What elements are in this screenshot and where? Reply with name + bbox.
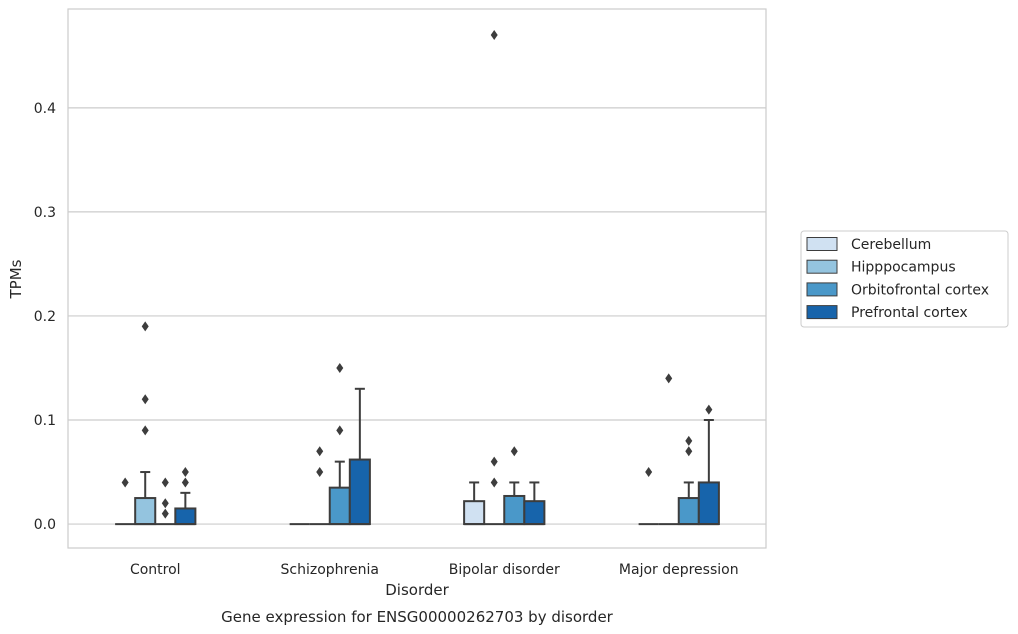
box-hipppocampus bbox=[309, 446, 330, 526]
outlier-point bbox=[336, 362, 344, 373]
y-tick-label: 0.0 bbox=[34, 517, 56, 533]
outlier-point bbox=[161, 477, 169, 488]
legend-swatch bbox=[806, 282, 838, 297]
box-orbitofrontal-cortex bbox=[328, 362, 351, 526]
outlier-point bbox=[141, 425, 149, 436]
box-body bbox=[503, 494, 526, 526]
box-hipppocampus bbox=[484, 30, 505, 526]
legend: Cerebellum Hipppocampus Orbitofrontal cort… bbox=[800, 230, 1009, 328]
legend-swatch bbox=[806, 237, 838, 251]
outlier-point bbox=[490, 456, 498, 467]
outlier-point bbox=[336, 425, 344, 436]
y-tick-label: 0.2 bbox=[34, 309, 56, 325]
y-tick-label: 0.1 bbox=[34, 413, 56, 429]
outlier-point bbox=[161, 508, 169, 519]
outlier-point bbox=[121, 477, 129, 488]
box-hipppocampus bbox=[134, 321, 157, 526]
outlier-point bbox=[510, 446, 518, 457]
outlier-point bbox=[490, 477, 498, 488]
box-prefrontal-cortex bbox=[174, 467, 197, 526]
chart-caption: Gene expression for ENSG00000262703 by d… bbox=[221, 608, 614, 626]
plot-frame bbox=[67, 8, 767, 549]
x-axis-label: Disorder bbox=[385, 581, 449, 599]
outlier-point bbox=[181, 477, 189, 488]
box-orbitofrontal-cortex bbox=[677, 435, 700, 526]
y-axis-ticks: 0.0 0.1 0.2 0.3 0.4 bbox=[34, 101, 56, 533]
box-body bbox=[677, 497, 700, 526]
box-prefrontal-cortex bbox=[348, 387, 371, 526]
outlier-point bbox=[161, 498, 169, 509]
box-hipppocampus bbox=[658, 373, 679, 526]
outlier-point bbox=[316, 446, 324, 457]
box-body bbox=[174, 507, 197, 526]
legend-swatch bbox=[806, 259, 838, 274]
legend-label: Hipppocampus bbox=[851, 260, 956, 276]
box-body bbox=[328, 486, 351, 526]
x-tick-label: Bipolar disorder bbox=[449, 562, 560, 578]
box-cerebellum bbox=[115, 477, 136, 526]
box-body bbox=[348, 458, 371, 526]
x-tick-label: Major depression bbox=[619, 562, 739, 578]
outlier-point bbox=[705, 404, 713, 415]
x-tick-label: Schizophrenia bbox=[281, 562, 379, 578]
outlier-point bbox=[316, 467, 324, 478]
box-cerebellum bbox=[463, 481, 486, 526]
y-tick-label: 0.3 bbox=[34, 205, 56, 221]
outlier-point bbox=[665, 373, 673, 384]
legend-label: Prefrontal cortex bbox=[851, 305, 968, 321]
legend-frame bbox=[800, 230, 1009, 328]
box-body bbox=[523, 500, 546, 526]
grid-lines bbox=[68, 107, 766, 525]
y-tick-label: 0.4 bbox=[34, 101, 56, 117]
box-orbitofrontal-cortex bbox=[155, 477, 176, 526]
box-cerebellum bbox=[638, 467, 659, 526]
outlier-point bbox=[141, 394, 149, 405]
box-body bbox=[697, 481, 720, 526]
outlier-point bbox=[685, 446, 693, 457]
y-axis-label: TPMs bbox=[7, 259, 25, 299]
box-prefrontal-cortex bbox=[697, 404, 720, 526]
legend-label: Orbitofrontal cortex bbox=[851, 282, 989, 298]
x-axis-ticks: Control Schizophrenia Bipolar disorder Majo… bbox=[130, 562, 739, 578]
box-body bbox=[463, 500, 486, 526]
box-prefrontal-cortex bbox=[523, 481, 546, 526]
outlier-point bbox=[685, 435, 693, 446]
legend-label: Cerebellum bbox=[851, 237, 931, 253]
box-orbitofrontal-cortex bbox=[503, 446, 526, 526]
outlier-point bbox=[181, 467, 189, 478]
x-tick-label: Control bbox=[130, 562, 181, 578]
legend-swatch bbox=[806, 305, 838, 320]
plot-marks bbox=[115, 30, 720, 526]
outlier-point bbox=[141, 321, 149, 332]
box-body bbox=[134, 497, 157, 526]
legend-items: Cerebellum Hipppocampus Orbitofrontal cort… bbox=[806, 237, 989, 321]
outlier-point bbox=[645, 467, 653, 478]
outlier-point bbox=[490, 30, 498, 41]
